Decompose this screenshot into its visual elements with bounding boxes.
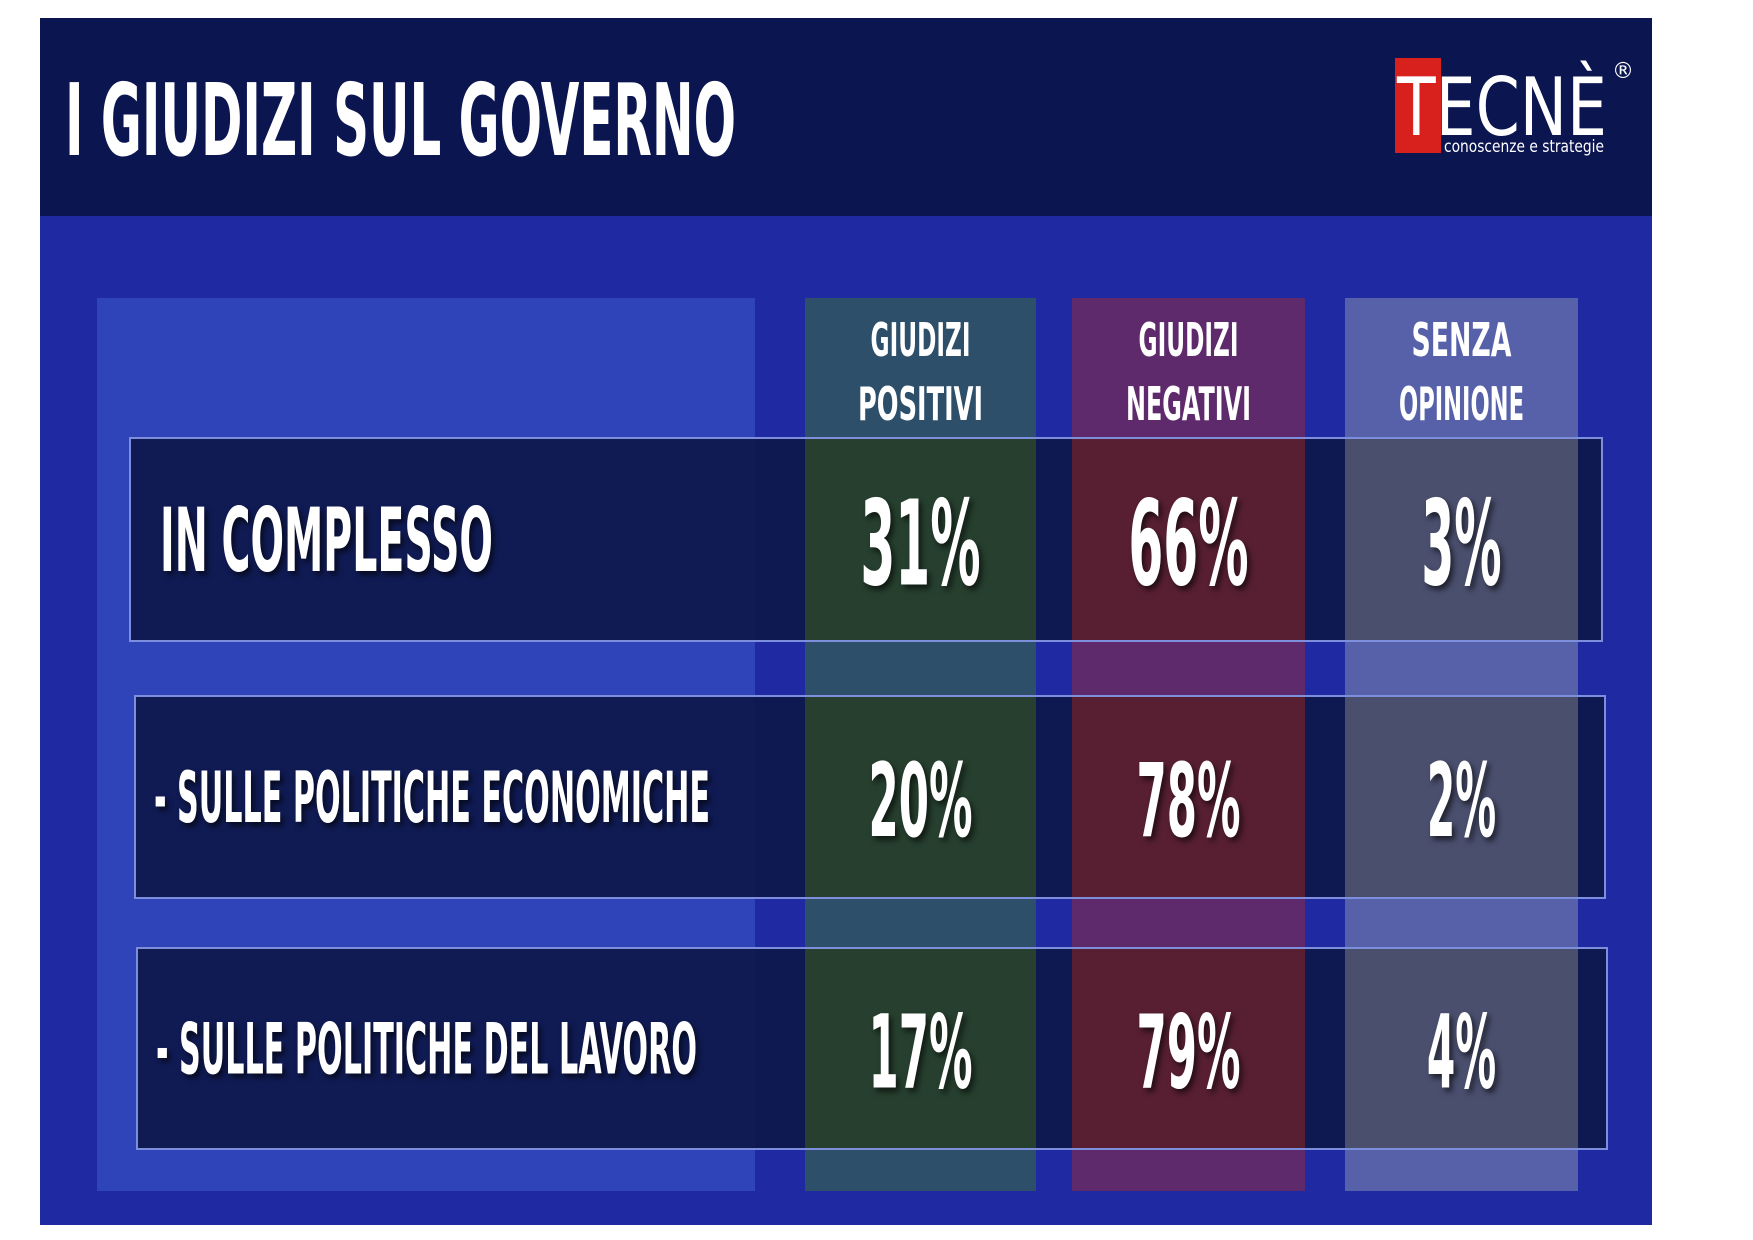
cell-value: 20%	[868, 742, 972, 861]
title: I GIUDIZI SUL GOVERNO	[65, 62, 736, 179]
column-header: GIUDIZI	[871, 313, 971, 367]
logo-tagline: conoscenze e strategie	[1444, 137, 1604, 157]
table: GIUDIZI POSITIVI GIUDIZI NEGATIVI SENZA OPINI…	[129, 298, 1608, 1191]
column-header: SENZA	[1412, 313, 1512, 367]
cell-value: 66%	[1128, 474, 1248, 612]
cell	[1345, 439, 1578, 640]
cell	[805, 949, 1036, 1148]
column-header: NEGATIVI	[1126, 377, 1251, 431]
cell-value: 78%	[1136, 742, 1240, 861]
cell-value: 79%	[1136, 993, 1240, 1112]
cell-value: 4%	[1427, 993, 1496, 1112]
logo-mark: ®	[1612, 59, 1634, 84]
header-band	[40, 18, 1652, 216]
logo-name: TECNÈ	[1396, 60, 1607, 154]
cell	[1345, 949, 1578, 1148]
row-label: IN COMPLESSO	[160, 489, 493, 592]
cell	[1072, 439, 1305, 640]
cell	[1072, 949, 1305, 1148]
logo-block	[1395, 58, 1441, 153]
column-header: POSITIVI	[858, 377, 983, 431]
cell	[805, 439, 1036, 640]
row-label: - SULLE POLITICHE DEL LAVORO	[156, 1009, 697, 1091]
cell-value: 17%	[868, 993, 972, 1112]
cell	[805, 697, 1036, 897]
column-header: OPINIONE	[1399, 377, 1524, 431]
cell	[1345, 697, 1578, 897]
cell-value: 3%	[1421, 474, 1501, 612]
cell-value: 2%	[1427, 742, 1496, 861]
column-header: GIUDIZI	[1139, 313, 1239, 367]
cell-value: 31%	[860, 474, 980, 612]
row-label: - SULLE POLITICHE ECONOMICHE	[154, 757, 710, 839]
cell	[1072, 697, 1305, 897]
